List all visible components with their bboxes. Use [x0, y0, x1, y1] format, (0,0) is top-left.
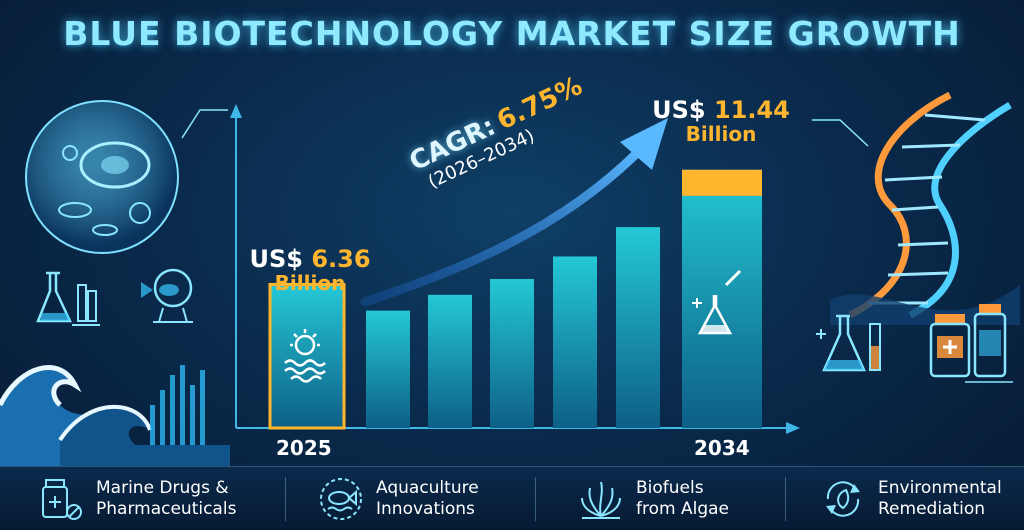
category-line: Remediation: [878, 499, 986, 519]
fish-icon: [320, 478, 362, 520]
currency-label: US$: [249, 245, 303, 273]
beaker-plus-icon: [816, 314, 881, 372]
currency-label: US$: [652, 96, 706, 124]
bar-2027: [428, 294, 472, 428]
growth-arrow: [360, 118, 668, 307]
category-line: Marine Drugs &: [96, 477, 229, 498]
bar-2029: [553, 256, 597, 428]
category-line: Pharmaceuticals: [96, 499, 237, 519]
bar-2025: [268, 282, 346, 430]
dna-helix-icon: [830, 91, 1020, 325]
sun-waves-icon: [284, 329, 326, 383]
bar-cap-2034: [682, 169, 762, 196]
ocean-waves-icon: [0, 365, 230, 470]
category-line: Biofuels: [636, 477, 704, 498]
category-marine-drugs: Marine Drugs & Pharmaceuticals: [38, 467, 236, 530]
diving-fish-icon: [141, 268, 193, 323]
category-aquaculture: Aquaculture Innovations: [318, 467, 479, 530]
category-line: from Algae: [636, 499, 729, 519]
bar-2026: [366, 310, 410, 428]
divider: [785, 477, 786, 521]
category-line: Aquaculture: [376, 477, 479, 498]
amount-label: 11.44: [713, 96, 790, 124]
divider: [535, 477, 536, 521]
bar-2030: [616, 227, 660, 428]
x-tick-label: 2025: [276, 436, 332, 460]
recycle-leaf-icon: [826, 481, 860, 517]
x-tick-label: 2034: [694, 436, 750, 460]
value-label-2025: US$ 6.36 Billion: [240, 245, 380, 296]
category-line: Environmental: [878, 477, 1002, 498]
unit-label: Billion: [274, 271, 346, 296]
medicine-bottles-icon: [929, 304, 1013, 383]
value-label-2034: US$ 11.44 Billion: [636, 96, 806, 147]
amount-label: 6.36: [311, 245, 371, 273]
bar-2034: [682, 169, 762, 429]
connector-line: [812, 119, 869, 147]
algae-icon: [581, 481, 621, 519]
page-title: BLUE BIOTECHNOLOGY MARKET SIZE GROWTH: [63, 14, 961, 53]
lab-flask-icon: [36, 271, 100, 326]
medicine-bottle-icon: [42, 479, 82, 520]
microbe-sphere-icon: [25, 100, 179, 254]
flask-dropper-icon: [692, 269, 742, 335]
category-line: Innovations: [376, 499, 475, 519]
connector-line: [181, 109, 228, 139]
bar-group: [268, 169, 762, 430]
category-biofuels: Biofuels from Algae: [578, 467, 729, 530]
divider: [285, 477, 286, 521]
category-environmental: Environmental Remediation: [820, 467, 1002, 530]
bar-2028: [490, 279, 534, 428]
unit-label: Billion: [685, 122, 757, 147]
category-footer: Marine Drugs & Pharmaceuticals Aquacultur…: [0, 466, 1024, 530]
